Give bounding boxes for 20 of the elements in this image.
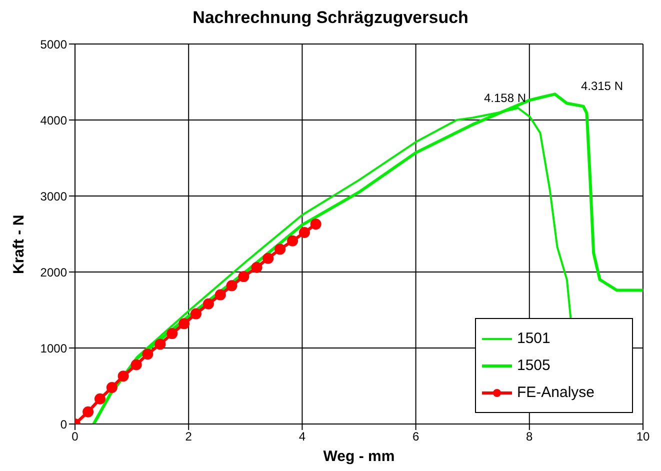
y-axis-title: Kraft - N [10, 214, 28, 274]
x-tick-label: 10 [636, 430, 650, 444]
y-tick-label: 5000 [40, 37, 68, 52]
x-tick-label: 2 [185, 430, 192, 444]
x-tick-label: 8 [526, 430, 534, 444]
annotation: 4.315 N [580, 79, 623, 94]
y-tick-label: 2000 [40, 265, 68, 280]
x-tick-label: 6 [412, 430, 420, 444]
y-tick-label: 3000 [40, 189, 68, 204]
legend-label: FE-Analyse [517, 384, 595, 401]
annotation: 4.158 N [484, 90, 526, 105]
y-tick-label: 0 [60, 417, 68, 432]
y-tick-label: 1000 [40, 341, 68, 356]
x-axis-title: Weg - mm [323, 448, 395, 465]
legend-label: 1501 [517, 330, 550, 347]
chart-title: Nachrechnung Schrägzugversuch [192, 8, 470, 28]
x-tick-label: 4 [298, 430, 306, 444]
y-tick-label: 4000 [40, 113, 68, 128]
legend-label: 1505 [517, 357, 550, 374]
x-tick-label: 0 [72, 430, 79, 444]
